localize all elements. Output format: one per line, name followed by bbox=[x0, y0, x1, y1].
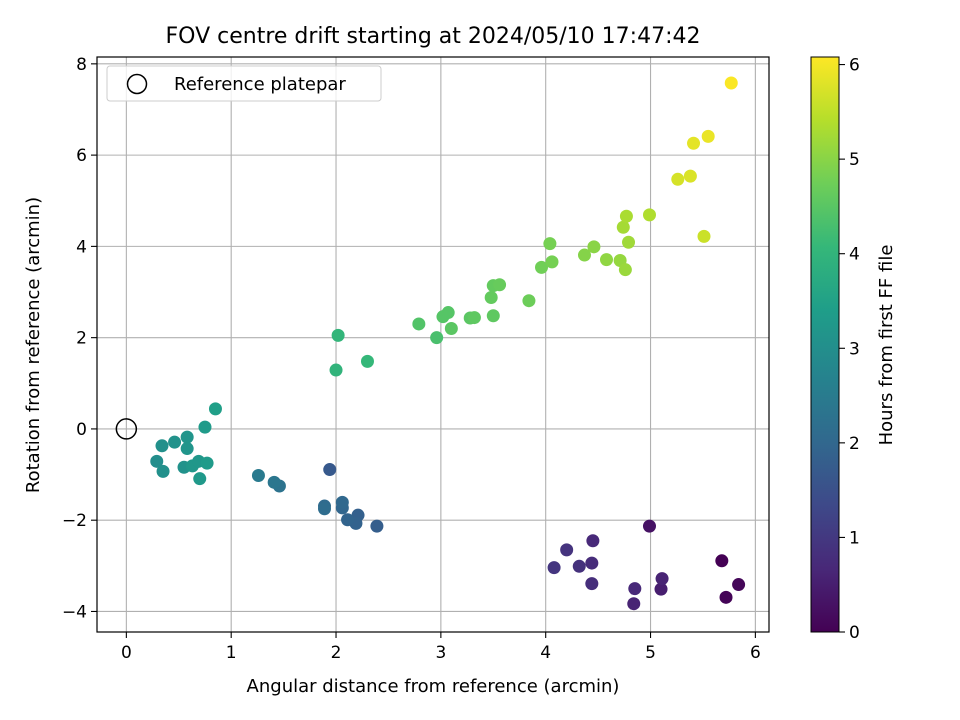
data-point bbox=[577, 248, 591, 262]
legend-reference-marker bbox=[126, 73, 148, 95]
legend: Reference platepar bbox=[106, 65, 382, 102]
data-point bbox=[156, 464, 170, 478]
y-tick-label: 6 bbox=[76, 146, 87, 166]
plot-frame bbox=[96, 56, 770, 633]
colorbar-ticks: 0 1 2 3 4 5 6 bbox=[839, 56, 860, 643]
colorbar-tick-label: 0 bbox=[849, 623, 860, 643]
data-point bbox=[622, 235, 636, 249]
data-point bbox=[618, 263, 632, 277]
data-point bbox=[572, 559, 586, 573]
data-point bbox=[545, 255, 559, 269]
data-point bbox=[329, 363, 343, 377]
data-point bbox=[486, 309, 500, 323]
data-point bbox=[687, 136, 701, 150]
data-point bbox=[467, 311, 481, 325]
data-point bbox=[193, 472, 207, 486]
y-tick-label: 0 bbox=[76, 420, 87, 440]
data-point bbox=[715, 554, 729, 568]
data-point bbox=[619, 209, 633, 223]
x-tick-label: 1 bbox=[226, 643, 237, 663]
data-point bbox=[200, 456, 214, 470]
data-point bbox=[724, 76, 738, 90]
x-tick-label: 2 bbox=[331, 643, 342, 663]
data-point bbox=[616, 220, 630, 234]
data-point bbox=[697, 229, 711, 243]
x-axis-label: Angular distance from reference (arcmin) bbox=[247, 676, 620, 697]
data-point bbox=[180, 442, 194, 456]
data-point bbox=[671, 172, 685, 186]
y-tick-label: −4 bbox=[62, 602, 87, 622]
reference-platepar-marker bbox=[115, 418, 138, 440]
data-point bbox=[535, 260, 549, 274]
data-point bbox=[323, 463, 337, 477]
data-point bbox=[180, 430, 194, 444]
y-axis-ticks: −4 −2 0 2 4 6 8 bbox=[62, 55, 97, 622]
x-tick-label: 4 bbox=[540, 643, 551, 663]
data-point bbox=[732, 578, 746, 592]
data-point bbox=[335, 495, 349, 509]
data-point bbox=[683, 169, 697, 183]
legend-label: Reference platepar bbox=[174, 74, 346, 95]
colorbar-tick-label: 1 bbox=[849, 528, 860, 548]
data-point bbox=[701, 129, 715, 143]
data-point bbox=[360, 354, 374, 368]
data-point bbox=[627, 597, 641, 611]
data-points bbox=[150, 76, 746, 611]
data-point bbox=[208, 402, 222, 416]
data-point bbox=[654, 582, 668, 596]
data-point bbox=[168, 435, 182, 449]
grid-lines bbox=[97, 57, 769, 632]
data-point bbox=[331, 328, 345, 342]
y-tick-label: 2 bbox=[76, 329, 87, 349]
data-point bbox=[341, 513, 355, 527]
data-point bbox=[585, 556, 599, 570]
data-point bbox=[493, 278, 507, 292]
data-point bbox=[484, 290, 498, 304]
data-point bbox=[198, 420, 212, 434]
data-point bbox=[560, 543, 574, 557]
data-point bbox=[655, 572, 669, 586]
colorbar bbox=[810, 56, 840, 633]
legend-box bbox=[106, 65, 382, 102]
data-point bbox=[430, 331, 444, 345]
data-point bbox=[543, 237, 557, 251]
colorbar-label: Hours from first FF file bbox=[876, 245, 897, 446]
reference-marker-layer bbox=[115, 418, 138, 440]
data-point bbox=[586, 534, 600, 548]
data-point bbox=[412, 317, 426, 331]
y-tick-label: 8 bbox=[76, 55, 87, 75]
colorbar-tick-label: 4 bbox=[849, 245, 860, 265]
colorbar-tick-label: 5 bbox=[849, 150, 860, 170]
y-tick-label: −2 bbox=[62, 511, 87, 531]
y-tick-label: 4 bbox=[76, 237, 87, 257]
data-point bbox=[441, 306, 455, 320]
colorbar-tick-label: 6 bbox=[849, 56, 860, 76]
x-tick-label: 3 bbox=[435, 643, 446, 663]
data-point bbox=[267, 475, 281, 489]
data-point bbox=[150, 454, 164, 468]
x-tick-label: 0 bbox=[121, 643, 132, 663]
data-point bbox=[317, 502, 331, 516]
data-point bbox=[587, 240, 601, 254]
data-point bbox=[719, 590, 733, 604]
data-point bbox=[370, 519, 384, 533]
chart-title: FOV centre drift starting at 2024/05/10 … bbox=[166, 24, 701, 49]
x-tick-label: 5 bbox=[645, 643, 656, 663]
data-point bbox=[600, 253, 614, 267]
data-point bbox=[547, 561, 561, 575]
data-point bbox=[642, 519, 656, 533]
x-tick-label: 6 bbox=[750, 643, 761, 663]
data-point bbox=[642, 208, 656, 222]
data-point bbox=[251, 468, 265, 482]
data-point bbox=[585, 577, 599, 591]
y-axis-label: Rotation from reference (arcmin) bbox=[23, 197, 44, 493]
x-axis-ticks: 0 1 2 3 4 5 6 bbox=[121, 632, 761, 663]
colorbar-tick-label: 2 bbox=[849, 434, 860, 454]
data-point bbox=[155, 439, 169, 453]
data-point bbox=[522, 294, 536, 308]
colorbar-tick-label: 3 bbox=[849, 339, 860, 359]
data-point bbox=[444, 322, 458, 336]
data-point bbox=[628, 582, 642, 596]
